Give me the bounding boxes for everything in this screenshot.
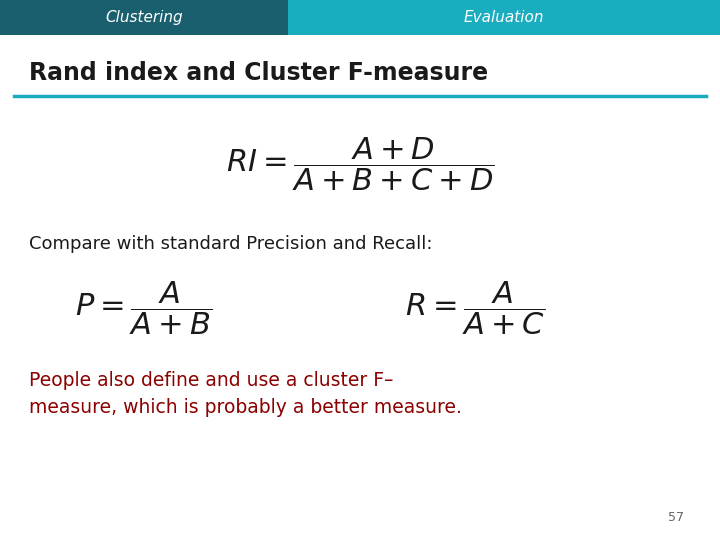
Text: Evaluation: Evaluation: [464, 10, 544, 25]
Text: measure, which is probably a better measure.: measure, which is probably a better meas…: [29, 398, 462, 417]
Text: Compare with standard Precision and Recall:: Compare with standard Precision and Reca…: [29, 235, 432, 253]
Text: 57: 57: [668, 511, 684, 524]
Text: Rand index and Cluster F-measure: Rand index and Cluster F-measure: [29, 61, 488, 85]
Text: People also define and use a cluster F–: People also define and use a cluster F–: [29, 371, 393, 390]
Text: $P = \dfrac{A}{A+B}$: $P = \dfrac{A}{A+B}$: [76, 279, 212, 336]
Text: $R = \dfrac{A}{A+C}$: $R = \dfrac{A}{A+C}$: [405, 279, 545, 336]
Text: Clustering: Clustering: [105, 10, 183, 25]
Text: $RI = \dfrac{A+D}{A+B+C+D}$: $RI = \dfrac{A+D}{A+B+C+D}$: [226, 136, 494, 193]
